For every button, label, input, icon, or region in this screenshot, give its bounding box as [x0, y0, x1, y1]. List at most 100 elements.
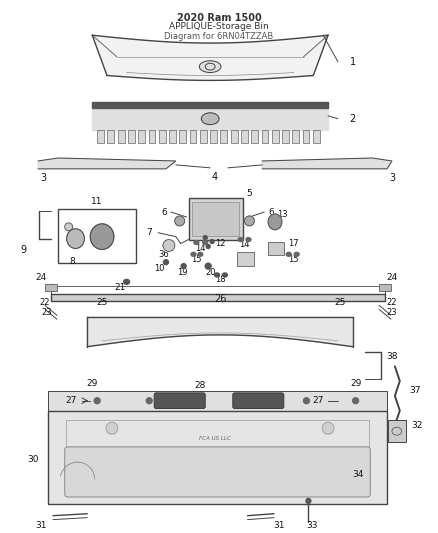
Ellipse shape [238, 238, 243, 241]
Text: 10: 10 [154, 264, 164, 272]
Bar [97, 130, 104, 143]
FancyBboxPatch shape [65, 447, 370, 497]
Text: 9: 9 [21, 245, 27, 255]
Ellipse shape [304, 398, 309, 403]
Text: 3: 3 [40, 173, 46, 183]
Ellipse shape [163, 260, 168, 265]
Text: 20: 20 [205, 268, 215, 277]
Text: 17: 17 [288, 239, 299, 248]
Ellipse shape [198, 252, 203, 256]
Text: 15: 15 [191, 255, 201, 264]
Bar [66, 421, 369, 484]
Text: 14: 14 [195, 244, 205, 253]
Bar [313, 130, 320, 143]
Text: 29: 29 [350, 378, 361, 387]
Ellipse shape [191, 252, 196, 256]
Text: 27: 27 [65, 396, 76, 405]
Bar [48, 410, 387, 504]
Text: 28: 28 [194, 382, 206, 391]
Bar [379, 284, 391, 290]
Polygon shape [38, 158, 176, 169]
Text: 3: 3 [389, 173, 395, 183]
Bar [118, 130, 124, 143]
Text: 11: 11 [92, 197, 103, 206]
Text: 36: 36 [159, 250, 170, 259]
Ellipse shape [306, 498, 311, 503]
FancyBboxPatch shape [154, 393, 205, 409]
Bar [107, 130, 114, 143]
Bar [210, 130, 217, 143]
Text: 32: 32 [411, 421, 422, 430]
Text: 33: 33 [307, 521, 318, 530]
Bar [237, 252, 254, 266]
Bar [188, 198, 243, 239]
Ellipse shape [244, 216, 254, 226]
Ellipse shape [201, 113, 219, 125]
Text: 14: 14 [239, 240, 250, 249]
Ellipse shape [65, 223, 73, 231]
Text: 1: 1 [350, 56, 356, 67]
Text: 34: 34 [352, 470, 363, 479]
Text: 31: 31 [35, 521, 47, 530]
Text: 22: 22 [387, 298, 397, 307]
Ellipse shape [322, 422, 334, 434]
Text: 2020 Ram 1500: 2020 Ram 1500 [177, 13, 261, 22]
Text: 13: 13 [278, 209, 288, 219]
Polygon shape [262, 158, 392, 169]
Text: 6: 6 [268, 207, 274, 216]
Bar [48, 391, 387, 410]
Text: 31: 31 [273, 521, 285, 530]
Polygon shape [87, 317, 353, 346]
Text: 29: 29 [87, 378, 98, 387]
Bar [220, 130, 227, 143]
Text: 25: 25 [96, 298, 108, 307]
Text: 16: 16 [242, 256, 253, 265]
Ellipse shape [90, 224, 114, 249]
Ellipse shape [199, 61, 221, 72]
Text: 12: 12 [215, 239, 225, 248]
Ellipse shape [94, 398, 100, 403]
Ellipse shape [67, 229, 85, 248]
Text: FCA US LLC: FCA US LLC [199, 435, 231, 441]
Ellipse shape [175, 216, 184, 226]
Bar [51, 294, 385, 302]
Ellipse shape [223, 273, 227, 277]
Text: 30: 30 [28, 455, 39, 464]
Bar [231, 130, 237, 143]
Text: 25: 25 [334, 298, 346, 307]
Text: 19: 19 [177, 268, 188, 277]
Text: 15: 15 [289, 255, 299, 264]
Text: 38: 38 [386, 352, 398, 361]
Bar [192, 202, 239, 236]
Bar [169, 130, 176, 143]
Text: 2: 2 [350, 114, 356, 124]
Bar [292, 130, 299, 143]
Text: 23: 23 [42, 308, 53, 317]
Bar [303, 130, 310, 143]
Bar [159, 130, 166, 143]
Text: 6: 6 [161, 207, 167, 216]
Bar [241, 130, 248, 143]
Ellipse shape [124, 279, 130, 284]
Text: 5: 5 [247, 189, 252, 198]
FancyBboxPatch shape [233, 393, 284, 409]
Text: 24: 24 [35, 273, 47, 282]
Ellipse shape [205, 263, 211, 269]
Bar [388, 421, 406, 442]
Bar [261, 130, 268, 143]
Bar [200, 130, 207, 143]
Bar [282, 130, 289, 143]
Text: 24: 24 [386, 273, 398, 282]
Text: 27: 27 [313, 396, 324, 405]
Text: Diagram for 6RN04TZZAB: Diagram for 6RN04TZZAB [164, 33, 274, 41]
Bar [128, 130, 135, 143]
Text: 7: 7 [146, 228, 152, 237]
Text: 22: 22 [40, 298, 50, 307]
Bar [58, 209, 137, 263]
Bar [138, 130, 145, 143]
Ellipse shape [246, 238, 251, 241]
Text: APPLIQUE-Storage Bin: APPLIQUE-Storage Bin [169, 22, 269, 31]
Ellipse shape [286, 252, 291, 256]
Text: 37: 37 [409, 386, 420, 395]
Polygon shape [92, 35, 328, 80]
